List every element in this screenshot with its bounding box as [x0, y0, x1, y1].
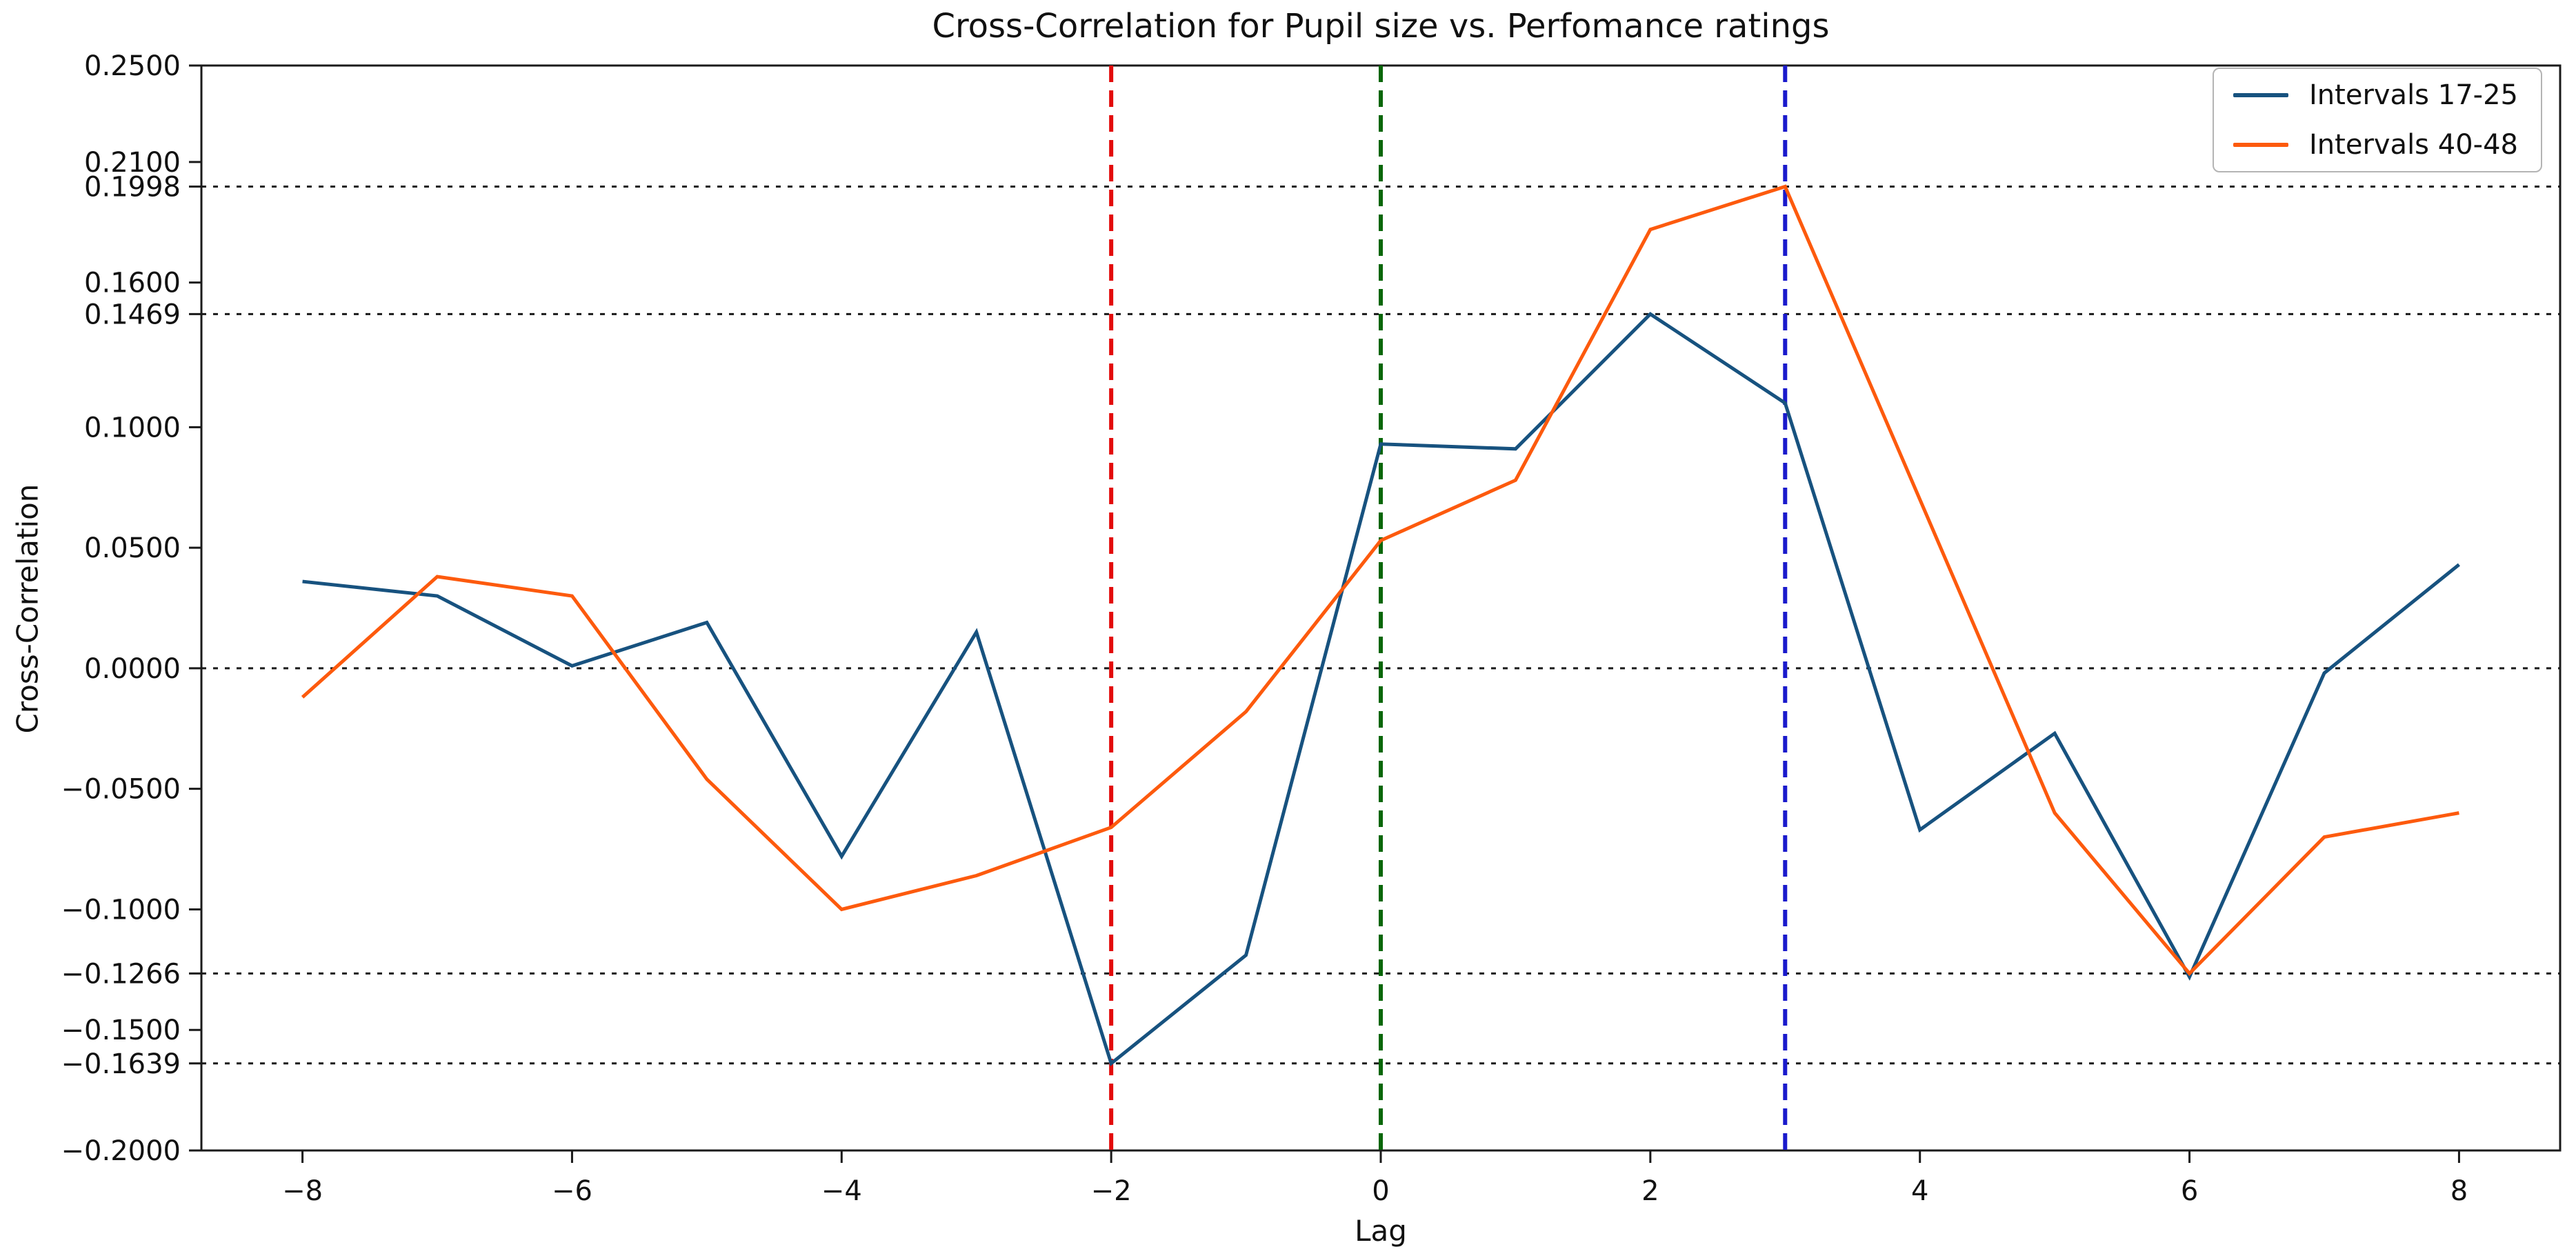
y-tick-label: 0.1998: [84, 171, 181, 203]
y-axis-label: Cross-Correlation: [10, 484, 45, 734]
x-tick-label: −8: [282, 1175, 323, 1207]
x-tick-label: 8: [2450, 1175, 2468, 1207]
y-tick-label: 0.1600: [84, 268, 181, 299]
x-tick-label: 2: [1641, 1175, 1659, 1207]
y-tick-label: 0.0000: [84, 653, 181, 685]
legend-item-intervals-17-25: Intervals 17-25: [2233, 79, 2541, 111]
y-tick-label: −0.2000: [61, 1135, 181, 1167]
y-tick-label: 0.2100: [84, 147, 181, 179]
x-axis-label: Lag: [1355, 1214, 1407, 1248]
series-line-1: [301, 184, 2459, 977]
y-tick-label: −0.1500: [61, 1015, 181, 1046]
series-line-0: [302, 312, 2460, 1067]
y-tick-label: −0.1639: [61, 1048, 181, 1080]
x-tick-label: 4: [1911, 1175, 1928, 1207]
legend-swatch-blue: [2233, 93, 2288, 97]
legend: Intervals 17-25 Intervals 40-48: [2213, 68, 2542, 172]
x-tick-label: −6: [552, 1175, 592, 1207]
legend-label: Intervals 40-48: [2309, 129, 2518, 161]
y-tick-label: 0.1000: [84, 412, 181, 443]
y-tick-label: 0.2500: [84, 50, 181, 82]
y-tick-label: −0.1000: [61, 894, 181, 926]
chart-title: Cross-Correlation for Pupil size vs. Per…: [932, 7, 1830, 46]
x-tick-label: 0: [1372, 1175, 1389, 1207]
x-tick-label: −4: [821, 1175, 862, 1207]
legend-swatch-orange: [2233, 143, 2288, 147]
legend-item-intervals-40-48: Intervals 40-48: [2233, 129, 2541, 161]
x-tick-label: 6: [2181, 1175, 2198, 1207]
y-tick-label: −0.1266: [61, 958, 181, 990]
legend-label: Intervals 17-25: [2309, 79, 2518, 111]
x-tick-label: −2: [1091, 1175, 1132, 1207]
y-tick-label: 0.0500: [84, 532, 181, 564]
y-tick-label: −0.0500: [61, 774, 181, 806]
y-tick-label: 0.1469: [84, 299, 181, 330]
